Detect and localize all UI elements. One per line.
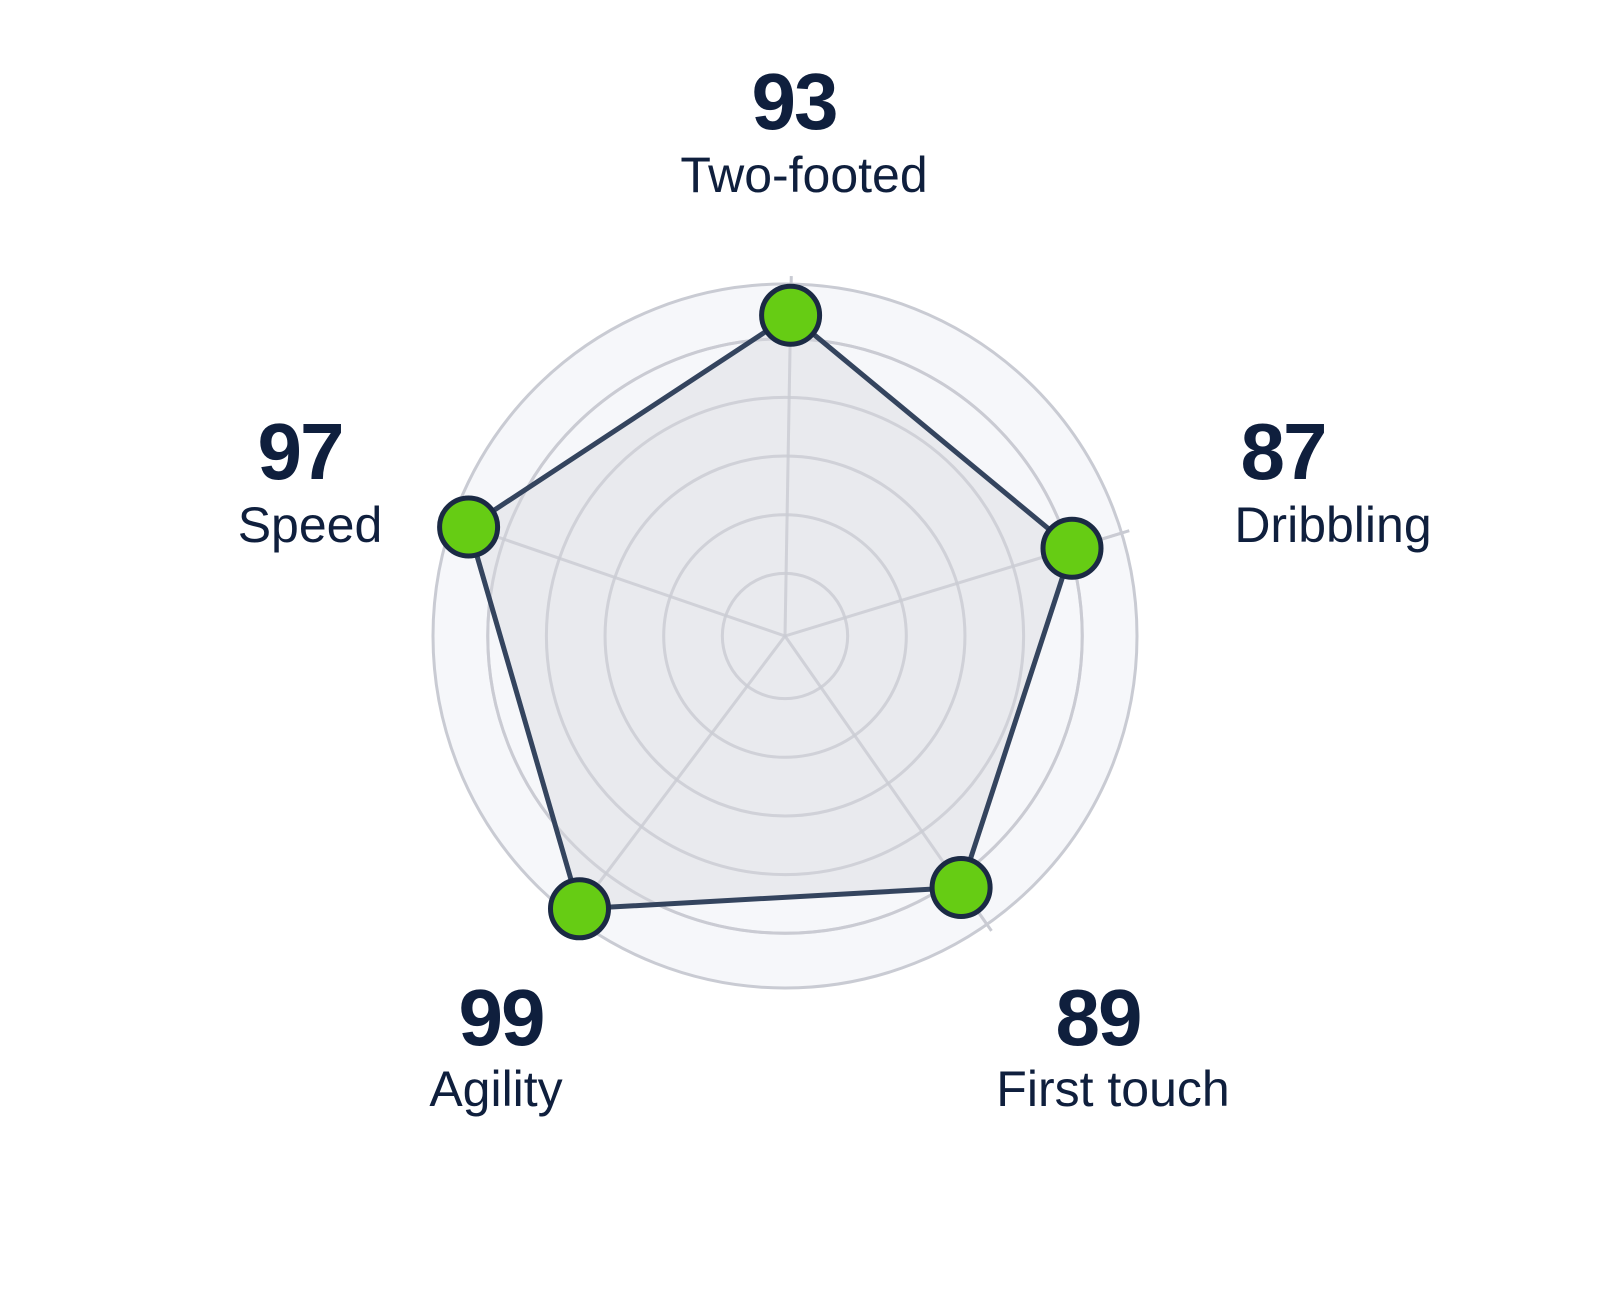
radar-grid-ring-overlay [544, 395, 1026, 877]
radar-point-agility [548, 877, 611, 941]
label-two-footed: Two-footed [680, 147, 928, 203]
radar-grid-ring-overlay [603, 454, 967, 818]
radar-spoke-overlay [571, 635, 787, 919]
radar-grid-ring-overlay [662, 513, 908, 759]
value-speed: 97 [257, 407, 345, 496]
radar-point-speed [437, 495, 501, 559]
value-agility: 99 [458, 973, 546, 1062]
radar-point-two-footed [759, 283, 823, 347]
radar-point-first-touch [929, 856, 993, 919]
label-agility: Agility [429, 1061, 563, 1117]
radar-point-dribbling [1040, 516, 1104, 580]
label-first-touch: First touch [996, 1061, 1230, 1117]
radar-spoke-overlay [451, 519, 786, 638]
value-dribbling: 87 [1240, 407, 1328, 496]
value-two-footed: 93 [751, 57, 839, 146]
label-speed: Speed [237, 497, 383, 553]
radar-data-line [466, 312, 1075, 912]
label-dribbling: Dribbling [1234, 497, 1432, 553]
value-first-touch: 89 [1055, 973, 1143, 1062]
